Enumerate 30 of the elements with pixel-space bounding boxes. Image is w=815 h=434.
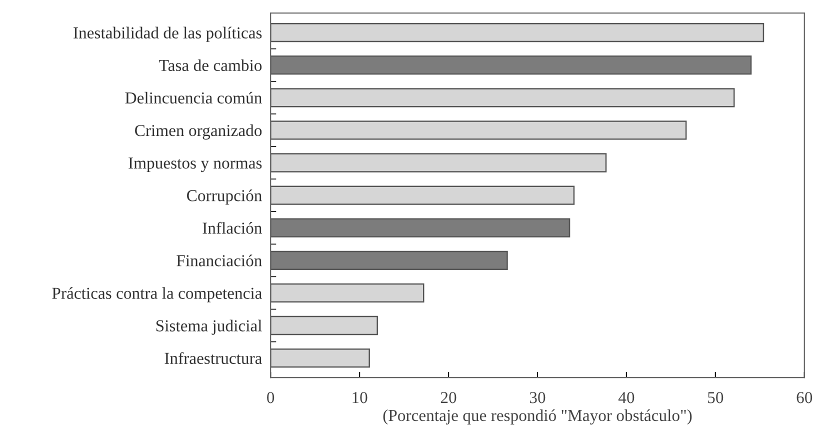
bar [270,120,687,140]
y-tick-label: Sistema judicial [156,320,262,335]
y-tick-label: Infraestructura [164,352,262,364]
bar [270,56,752,75]
bar [270,316,378,336]
bar [270,250,508,270]
bar [270,283,424,303]
y-tick-label: Delincuencia común [125,92,262,104]
bar [270,88,735,108]
y-tick-label: Inflación [202,222,262,234]
y-tick-label: Impuestos y normas [128,158,262,172]
bar [270,186,575,205]
y-tick-label: Crimen organizado [135,124,262,140]
bar [270,153,607,172]
x-tick-label: 30 [530,392,546,404]
y-tick-label: Prácticas contra la competencia [52,287,262,302]
bar [270,22,764,42]
x-tick-label: 40 [618,392,634,404]
x-tick-label: 50 [708,392,724,404]
x-tick-label: 20 [440,392,456,404]
x-tick-label: 60 [796,392,812,404]
x-axis-title: (Porcentaje que respondió "Mayor obstáculo") [383,409,692,425]
y-tick-label: Inestabilidad de las políticas [74,26,262,42]
bar [270,348,370,368]
bar [270,218,570,238]
y-tick-label: Financiación [176,254,262,266]
y-tick-label: Tasa de cambio [159,59,262,72]
y-tick-label: Corrupción [187,190,262,205]
x-tick-label: 0 [267,392,274,404]
x-tick-label: 10 [352,392,368,404]
